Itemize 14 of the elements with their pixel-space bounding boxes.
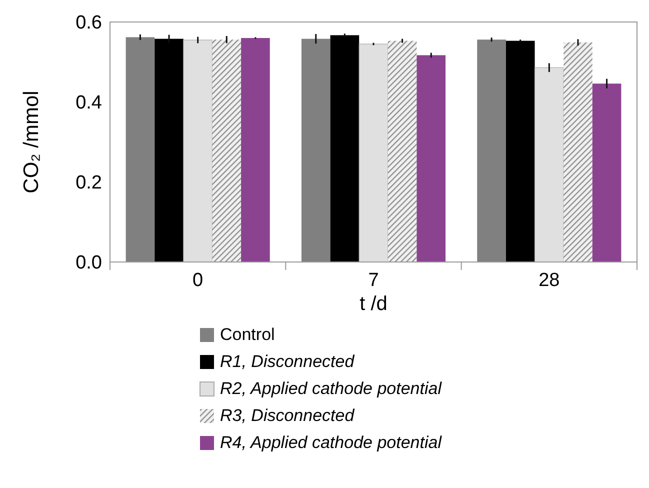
y-axis-title: CO₂ /mmol (20, 90, 43, 194)
x-tick-label: 0 (192, 270, 204, 291)
y-tick-label: 0.4 (76, 92, 102, 114)
legend-label: Control (220, 325, 275, 344)
legend-label: R4, Applied cathode potential (220, 433, 443, 452)
legend-label: R1, Disconnected (220, 352, 355, 371)
x-tick-label: 28 (538, 270, 560, 291)
y-tick-label: 0.2 (76, 172, 102, 194)
x-tick-label: 7 (368, 270, 379, 291)
y-tick-label: 0.0 (76, 252, 102, 274)
legend-label: R3, Disconnected (220, 406, 355, 425)
x-axis-title: t /d (360, 293, 388, 315)
y-tick-label: 0.6 (76, 12, 102, 34)
legend-label: R2, Applied cathode potential (220, 379, 443, 398)
